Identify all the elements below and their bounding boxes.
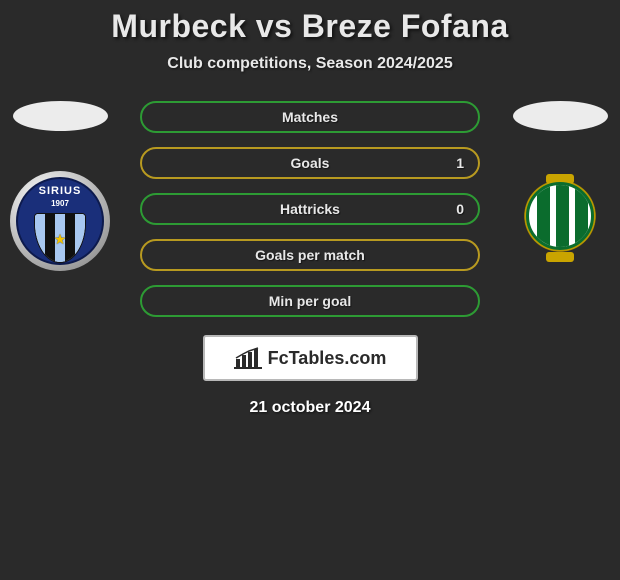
stat-pill: Hattricks 0 xyxy=(140,193,480,225)
branding-text: FcTables.com xyxy=(268,348,387,369)
footer-date: 21 october 2024 xyxy=(250,399,371,417)
left-player-col: SIRIUS 1907 ★ xyxy=(0,101,120,271)
left-club-badge: SIRIUS 1907 ★ xyxy=(10,171,110,271)
sirius-club-year: 1907 xyxy=(18,199,102,208)
hammarby-shield-icon xyxy=(526,182,594,250)
sirius-club-name: SIRIUS xyxy=(18,185,102,197)
sirius-star-icon: ★ xyxy=(54,231,67,248)
left-player-avatar xyxy=(13,101,108,131)
stats-list: Matches Goals 1 Hattricks 0 Goals per match Mi… xyxy=(135,101,485,317)
stat-label: Goals xyxy=(291,155,330,171)
right-player-col xyxy=(500,101,620,266)
right-player-avatar xyxy=(513,101,608,131)
bar-chart-icon xyxy=(234,347,262,369)
branding-banner[interactable]: FcTables.com xyxy=(203,335,418,381)
stat-pill: Min per goal xyxy=(140,285,480,317)
stat-pill: Goals per match xyxy=(140,239,480,271)
stat-value-right: 0 xyxy=(456,201,464,217)
stat-label: Hattricks xyxy=(280,201,340,217)
right-club-badge xyxy=(510,166,610,266)
main-row: SIRIUS 1907 ★ Matches Goals 1 Hattricks 0 Goa… xyxy=(0,101,620,317)
stat-label: Min per goal xyxy=(269,293,351,309)
root: Murbeck vs Breze Fofana Club competition… xyxy=(0,0,620,417)
stat-pill: Matches xyxy=(140,101,480,133)
sirius-badge-inner: SIRIUS 1907 ★ xyxy=(16,177,104,265)
page-title: Murbeck vs Breze Fofana xyxy=(111,8,508,45)
page-subtitle: Club competitions, Season 2024/2025 xyxy=(167,55,452,73)
stat-label: Goals per match xyxy=(255,247,365,263)
stat-pill: Goals 1 xyxy=(140,147,480,179)
stat-label: Matches xyxy=(282,109,338,125)
stat-value-right: 1 xyxy=(456,155,464,171)
ribbon-bottom-icon xyxy=(546,252,574,262)
